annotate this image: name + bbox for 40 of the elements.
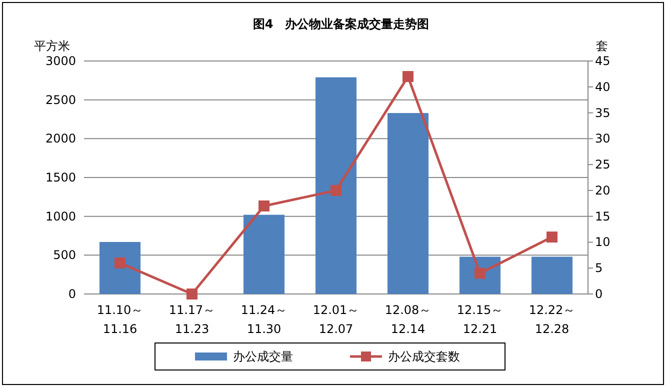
y-tick-label: 2500 bbox=[45, 92, 76, 107]
chart-title: 图4 办公物业备案成交量走势图 bbox=[252, 17, 430, 31]
y2-tick-label: 25 bbox=[595, 158, 610, 172]
point bbox=[114, 257, 126, 268]
y2-tick-label: 45 bbox=[595, 54, 610, 68]
y2-tick-label: 5 bbox=[595, 261, 603, 276]
bar bbox=[532, 256, 572, 294]
y-tick-label: 3000 bbox=[45, 54, 76, 68]
x-tick-label: 12.08～12.14 bbox=[384, 303, 432, 336]
y2-tick-label: 40 bbox=[595, 80, 610, 94]
point bbox=[330, 184, 342, 196]
bar bbox=[100, 242, 140, 294]
y2-tick-label: 20 bbox=[595, 183, 610, 198]
y-tick-label: 2000 bbox=[45, 132, 76, 146]
bar bbox=[388, 113, 428, 294]
x-tick-label: 11.17～11.23 bbox=[168, 303, 216, 336]
y2-axis-title: 套 bbox=[596, 39, 608, 53]
x-tick-label: 12.22～12.28 bbox=[528, 303, 576, 336]
x-tick-label: 12.15～12.21 bbox=[456, 303, 504, 336]
point bbox=[546, 232, 558, 243]
x-tick-label: 12.01～12.07 bbox=[312, 303, 360, 336]
y2-tick-label: 10 bbox=[595, 235, 610, 250]
y2-tick-label: 15 bbox=[595, 209, 610, 224]
y-tick-label: 500 bbox=[53, 248, 76, 262]
legend-label: 办公成交量 bbox=[233, 350, 293, 364]
y-tick-label: 1500 bbox=[45, 170, 76, 184]
point bbox=[258, 200, 270, 212]
y2-tick-label: 0 bbox=[595, 287, 603, 301]
legend-label: 办公成交套数 bbox=[388, 350, 460, 364]
point bbox=[186, 288, 198, 300]
y2-tick-label: 30 bbox=[595, 132, 610, 146]
y-axis-title: 平方米 bbox=[34, 39, 70, 53]
y-tick-label: 0 bbox=[68, 287, 76, 301]
y-tick-label: 1000 bbox=[45, 209, 76, 224]
bar bbox=[316, 77, 356, 294]
y2-tick-label: 35 bbox=[595, 106, 610, 120]
point bbox=[402, 71, 414, 82]
bar bbox=[244, 214, 284, 294]
x-tick-label: 11.24～11.30 bbox=[240, 303, 288, 336]
x-tick-label: 11.10～11.16 bbox=[96, 303, 144, 336]
